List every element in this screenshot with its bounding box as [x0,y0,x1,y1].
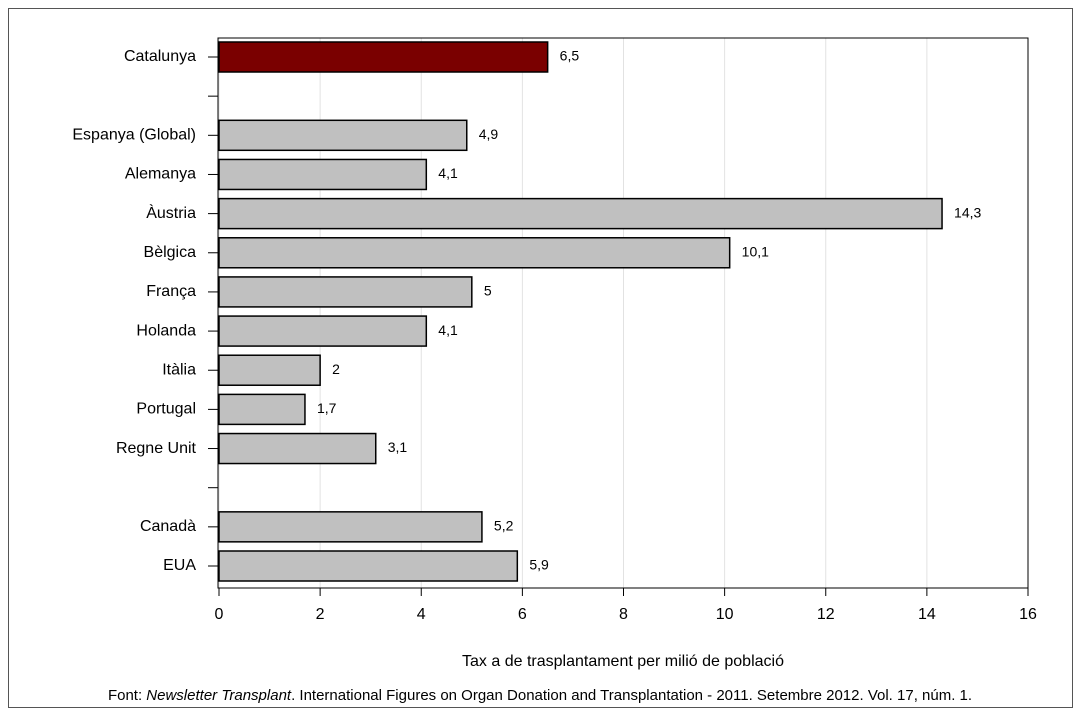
bar [218,197,943,230]
y-tick-label: Àustria [146,203,196,222]
bar [218,276,473,308]
source-text: . International Figures on Organ Donatio… [291,687,972,704]
bar [218,315,428,347]
value-label: 5 [484,283,492,299]
x-tick-label: 12 [817,606,835,623]
bar [218,550,519,582]
y-tick-label: França [146,283,196,300]
bar [218,432,377,465]
value-label: 14,3 [954,204,981,220]
value-label: 5,9 [529,557,549,573]
bar [218,41,549,73]
y-tick-label: Holanda [136,322,196,339]
source-prefix: Font: [108,687,146,704]
value-label: 2 [332,361,340,377]
y-tick-label: Catalunya [124,48,196,65]
value-label: 3,1 [388,439,408,455]
y-tick-label: Espanya (Global) [72,127,196,144]
x-tick-label: 0 [215,606,224,623]
y-tick-label: Canadà [140,518,196,535]
outer-frame [8,8,1073,708]
bar [218,393,306,426]
value-label: 4,1 [438,322,458,338]
bar [218,354,321,386]
x-tick-label: 4 [417,606,426,623]
value-label: 6,5 [560,48,580,64]
bar [218,158,428,191]
y-tick-label: EUA [163,557,196,574]
bar [218,237,731,269]
bar [218,511,483,543]
y-tick-label: Bèlgica [144,244,197,261]
bar [218,119,468,152]
y-tick-label: Itàlia [162,361,196,378]
x-tick-label: 14 [918,606,936,623]
value-label: 10,1 [742,243,769,259]
x-tick-label: 6 [518,606,527,623]
y-tick-label: Portugal [136,401,196,418]
value-label: 5,2 [494,518,514,534]
y-tick-label: Regne Unit [116,440,197,457]
y-tick-label: Alemanya [125,166,196,183]
bars [218,41,943,582]
value-label: 1,7 [317,400,337,416]
value-label: 4,9 [479,126,499,142]
x-tick-label: 10 [716,606,734,623]
x-tick-label: 8 [619,606,628,623]
x-tick-label: 16 [1019,606,1037,623]
source-note: Font: Newsletter Transplant. Internation… [108,687,972,704]
x-axis-title: Tax a de trasplantament per milió de pob… [462,653,784,670]
x-tick-label: 2 [316,606,325,623]
value-label: 4,1 [438,165,458,181]
source-italic: Newsletter Transplant [146,687,292,704]
